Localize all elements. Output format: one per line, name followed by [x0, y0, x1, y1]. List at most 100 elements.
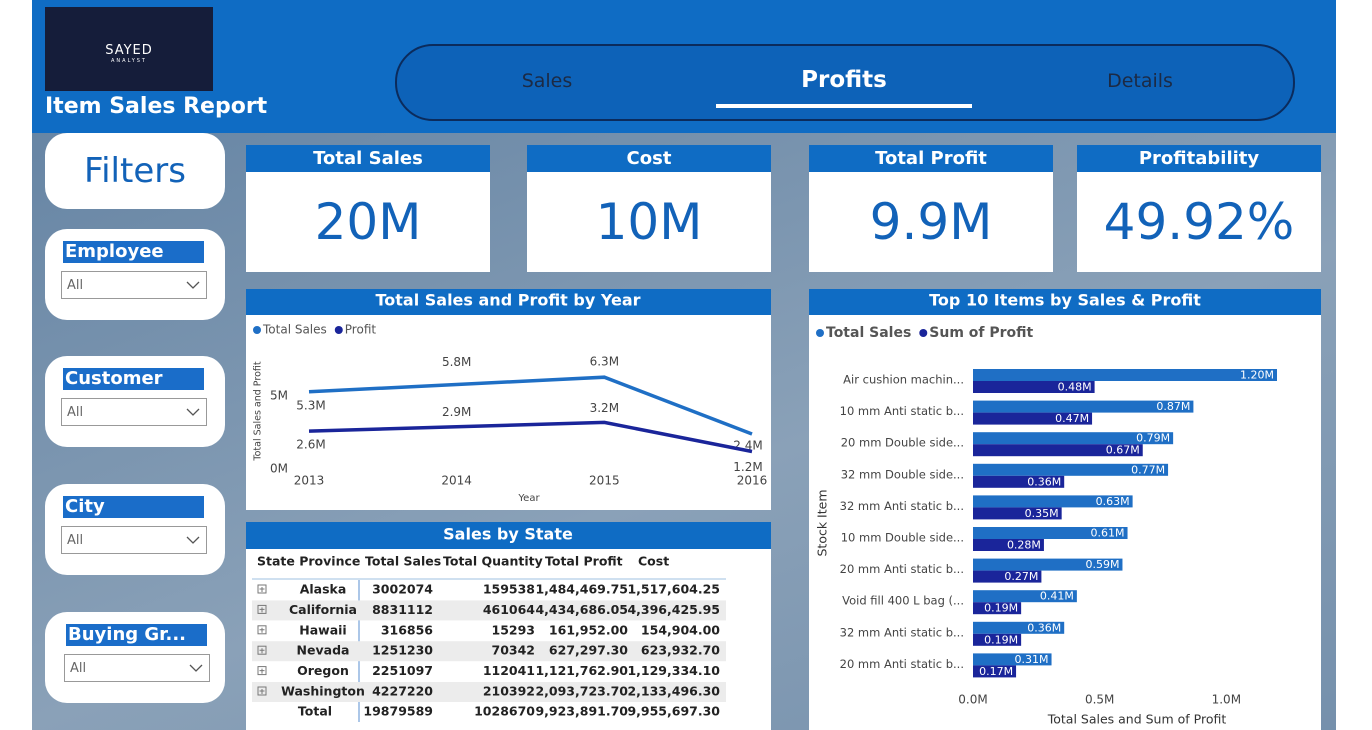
table-cell: 210392: [483, 684, 535, 699]
table-cell: 112041: [483, 663, 535, 678]
y-axis-title: Total Sales and Profit: [253, 361, 264, 461]
bar: [973, 665, 1017, 678]
expand-icon: [259, 689, 265, 694]
x-axis-title: Year: [517, 493, 540, 504]
category-label: 10 mm Double side...: [841, 531, 964, 545]
table-header: Cost: [638, 554, 669, 569]
tab-active[interactable]: Profits: [801, 67, 887, 93]
category-label: 32 mm Anti static b...: [840, 625, 964, 639]
y-axis-title: Stock Item: [815, 489, 830, 556]
table-total: 1028670: [474, 704, 535, 719]
data-label: 0.41M: [1040, 590, 1074, 603]
table-cell: 4,434,686.05: [535, 602, 628, 617]
kpi-title: Total Profit: [809, 145, 1053, 172]
kpi-value: 49.92%: [1077, 172, 1321, 272]
bar: [973, 444, 1143, 457]
category-label: 32 mm Double side...: [841, 467, 964, 481]
x-tick-label: 0.5M: [1085, 693, 1114, 707]
table-cell: 2251097: [372, 663, 433, 678]
legend-label: Profit: [345, 323, 377, 337]
line-series: [308, 420, 753, 454]
x-tick-label: 2014: [441, 474, 472, 488]
table-total: 19879589: [363, 704, 433, 719]
tab[interactable]: Details: [1107, 70, 1173, 92]
data-label: 0.59M: [1085, 558, 1119, 571]
tab-underline: [716, 104, 972, 108]
data-label: 0.36M: [1027, 475, 1061, 488]
data-label: 1.2M: [733, 460, 762, 474]
data-label: 1.20M: [1240, 369, 1274, 382]
slicer-dropdown[interactable]: All: [61, 398, 207, 426]
bar: [973, 539, 1044, 551]
x-tick-label: 2015: [589, 474, 620, 488]
data-label: 0.67M: [1106, 444, 1140, 457]
data-label: 0.47M: [1055, 412, 1089, 425]
table-cell: Oregon: [297, 663, 349, 678]
table-cell: 1,121,762.90: [535, 663, 628, 678]
x-tick-label: 2016: [737, 474, 768, 488]
data-label: 0.87M: [1156, 400, 1190, 413]
table-cell: 4,396,425.95: [627, 602, 720, 617]
expand-icon: [257, 686, 267, 696]
dropdown-chevron: [189, 664, 203, 672]
expand-icon: [259, 648, 265, 654]
expand-icon: [259, 587, 265, 592]
table-cell: Hawaii: [299, 622, 346, 637]
logo: SAYED ANALYST: [45, 7, 213, 91]
expand-icon: [257, 584, 267, 594]
data-label: 0.77M: [1131, 463, 1165, 476]
x-tick-label: 0.0M: [958, 693, 987, 707]
category-label: Void fill 400 L bag (...: [842, 594, 964, 608]
table-header: State Province: [257, 554, 360, 569]
line-series: [308, 375, 753, 436]
table-total: Total: [298, 704, 332, 719]
legend-label: Total Sales: [826, 325, 911, 341]
table-cell: 8831112: [372, 602, 433, 617]
bar: [973, 570, 1042, 583]
bar: [973, 507, 1062, 520]
logo-subtext: ANALYST: [111, 58, 147, 64]
bar: [973, 558, 1123, 571]
legend-marker: [253, 326, 261, 334]
bar: [973, 495, 1133, 508]
data-label: 0.31M: [1015, 653, 1049, 666]
slicer-dropdown[interactable]: All: [64, 654, 210, 682]
slicer-dropdown[interactable]: All: [61, 271, 207, 299]
bar: [973, 602, 1022, 615]
slicer-dropdown[interactable]: All: [61, 526, 207, 554]
category-label: 20 mm Anti static b...: [840, 657, 964, 671]
y-tick-label: 0M: [270, 462, 288, 476]
chart-title: Top 10 Items by Sales & Profit: [929, 291, 1201, 310]
category-label: 32 mm Anti static b...: [840, 499, 964, 513]
table-cell: 3002074: [372, 582, 433, 597]
table-cell: Washington: [281, 684, 365, 699]
legend-marker: [919, 329, 928, 337]
table-cell: 1,129,334.10: [627, 663, 720, 678]
report-title: Item Sales Report: [45, 94, 268, 119]
category-label: 20 mm Double side...: [841, 436, 964, 450]
bar: [973, 432, 1174, 445]
kpi-value: 9.9M: [809, 172, 1053, 272]
bar: [973, 527, 1128, 539]
expand-icon: [259, 607, 265, 613]
table-cell: 15293: [492, 622, 536, 637]
table-cell: 627,297.30: [549, 643, 628, 658]
tab[interactable]: Sales: [521, 70, 573, 92]
bar: [973, 400, 1194, 413]
data-label: 2.9M: [442, 405, 471, 419]
data-label: 0.19M: [984, 633, 1018, 646]
table-cell: 1,484,469.75: [535, 582, 628, 597]
kpi-title: Profitability: [1077, 145, 1321, 172]
slicer-label: Customer: [63, 368, 204, 390]
bar: [973, 381, 1095, 393]
row-shade: [252, 600, 726, 621]
table-cell: 154,904.00: [641, 622, 720, 637]
table-total: 9,955,697.30: [627, 704, 720, 719]
table-header: Total Profit: [545, 554, 623, 569]
bar: [973, 653, 1052, 666]
expand-icon: [257, 666, 267, 676]
data-label: 2.6M: [296, 438, 325, 452]
data-label: 0.36M: [1027, 621, 1061, 634]
data-label: 6.3M: [590, 355, 619, 369]
